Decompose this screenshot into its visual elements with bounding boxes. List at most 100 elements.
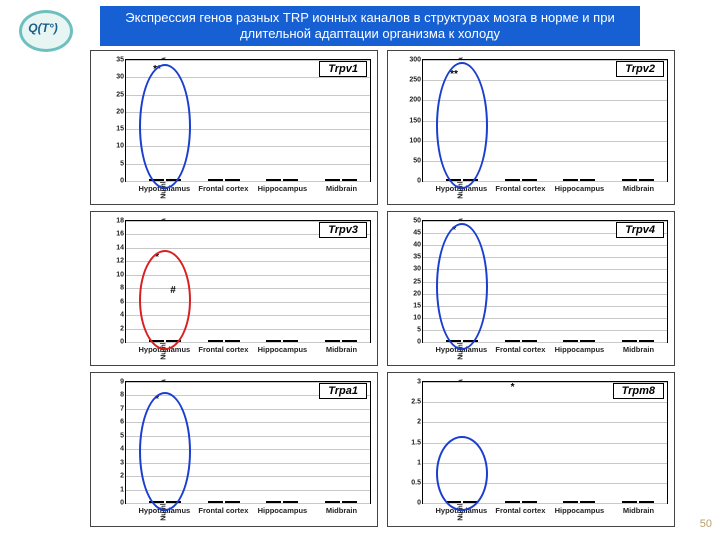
bar-control (622, 501, 637, 503)
y-tick: 0.5 (411, 479, 421, 486)
bar-group (444, 340, 480, 342)
x-tick: Hypothalamus (436, 345, 488, 354)
y-tick: 16 (116, 231, 124, 238)
x-tick: Hippocampus (258, 184, 308, 193)
bar-group (503, 340, 539, 342)
y-tick: 250 (409, 77, 421, 84)
bar-cold (639, 501, 654, 503)
bar-cold (580, 179, 595, 181)
x-ticks: HypothalamusFrontal cortexHippocampusMid… (422, 506, 668, 524)
x-tick: Frontal cortex (495, 506, 545, 515)
bar-cold (342, 340, 357, 342)
slide-title: Экспрессия генов разных TRP ионных канал… (100, 6, 640, 46)
y-tick: 200 (409, 97, 421, 104)
highlight-oval (139, 64, 191, 189)
logo-text: Q(T°) (16, 8, 70, 48)
y-tick: 1 (417, 459, 421, 466)
y-tick: 10 (116, 271, 124, 278)
bar-control (446, 501, 461, 503)
y-tick: 300 (409, 57, 421, 64)
slide-title-text: Экспрессия генов разных TRP ионных канал… (112, 10, 628, 41)
bar-group (147, 501, 183, 503)
y-tick: 0 (417, 339, 421, 346)
chart-panel-trpv4: Number of copies per 100 copies of Polr2… (387, 211, 675, 366)
highlight-oval (139, 250, 191, 350)
x-tick: Hippocampus (555, 184, 605, 193)
bar-group (620, 179, 656, 181)
y-tick: 35 (116, 57, 124, 64)
y-tick: 50 (413, 218, 421, 225)
gene-title: Trpm8 (613, 383, 664, 399)
bar-cold (166, 179, 181, 181)
y-tick: 0 (417, 178, 421, 185)
x-tick: Hippocampus (555, 506, 605, 515)
bar-cold (522, 179, 537, 181)
y-tick: 20 (413, 290, 421, 297)
x-tick: Midbrain (326, 345, 357, 354)
highlight-oval (436, 223, 488, 350)
y-tick: 1.5 (411, 439, 421, 446)
plot-area: 00.511.522.53* (422, 381, 668, 504)
y-tick: 35 (413, 254, 421, 261)
bar-group (206, 179, 242, 181)
bar-cold (639, 340, 654, 342)
highlight-oval (436, 436, 488, 511)
bar-cold (463, 501, 478, 503)
x-ticks: HypothalamusFrontal cortexHippocampusMid… (422, 345, 668, 363)
y-tick: 14 (116, 244, 124, 251)
y-tick: 100 (409, 137, 421, 144)
y-tick: 2 (120, 325, 124, 332)
bar-control (149, 501, 164, 503)
bar-cold (580, 501, 595, 503)
bar-cold (342, 501, 357, 503)
significance-mark: * (511, 382, 515, 393)
y-tick: 50 (413, 157, 421, 164)
y-tick: 2.5 (411, 399, 421, 406)
y-tick: 15 (413, 302, 421, 309)
gene-title: Trpv3 (319, 222, 367, 238)
bar-group (444, 501, 480, 503)
bar-control (325, 501, 340, 503)
x-tick: Hypothalamus (139, 506, 191, 515)
bar-cold (225, 179, 240, 181)
logo: Q(T°) (16, 8, 70, 48)
x-ticks: HypothalamusFrontal cortexHippocampusMid… (125, 506, 371, 524)
bar-group (620, 501, 656, 503)
y-tick: 6 (120, 419, 124, 426)
bar-cold (283, 340, 298, 342)
bar-cold (225, 340, 240, 342)
plot-area: 050100150200250300** (422, 59, 668, 182)
bar-control (325, 179, 340, 181)
x-tick: Frontal cortex (198, 184, 248, 193)
charts-grid: Number of copies per 100 copies of Polr2… (90, 50, 675, 530)
x-tick: Hypothalamus (436, 184, 488, 193)
bar-cold (463, 179, 478, 181)
bar-cold (283, 179, 298, 181)
highlight-oval (139, 392, 191, 511)
y-tick: 9 (120, 379, 124, 386)
bar-control (446, 179, 461, 181)
y-tick: 0 (120, 339, 124, 346)
y-tick: 8 (120, 392, 124, 399)
y-tick: 25 (116, 91, 124, 98)
x-tick: Frontal cortex (198, 506, 248, 515)
bar-control (149, 340, 164, 342)
y-tick: 0 (120, 500, 124, 507)
plot-area: 05101520253035** (125, 59, 371, 182)
y-tick: 2 (120, 473, 124, 480)
y-tick: 0 (417, 500, 421, 507)
chart-panel-trpa1: Number of copies per 100 copies of Polr2… (90, 372, 378, 527)
plot-area: 024681012141618*#Ж (125, 220, 371, 343)
y-tick: 2 (417, 419, 421, 426)
bar-group (620, 340, 656, 342)
bar-control (266, 501, 281, 503)
significance-mark: * (155, 394, 159, 405)
y-tick: 3 (120, 459, 124, 466)
x-tick: Midbrain (623, 506, 654, 515)
bar-control (208, 340, 223, 342)
bar-cold (283, 501, 298, 503)
bar-group (206, 340, 242, 342)
y-tick: 4 (120, 446, 124, 453)
bar-cold (166, 501, 181, 503)
bar-group (503, 179, 539, 181)
